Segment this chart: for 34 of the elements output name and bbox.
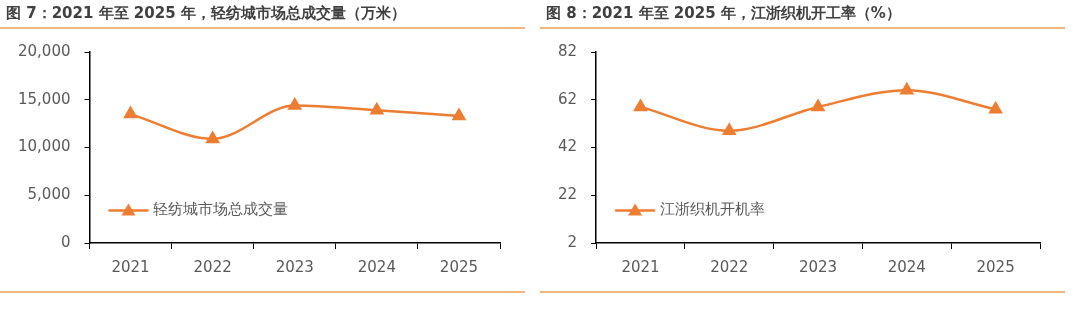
point xyxy=(124,106,137,119)
y-tick-label: 5,000 xyxy=(27,185,71,204)
legend-label: 江浙织机开机率 xyxy=(660,200,766,219)
x-tick-label: 2025 xyxy=(439,257,479,276)
legend-label: 轻纺城市场总成交量 xyxy=(153,200,289,219)
x-tick-label: 2024 xyxy=(887,257,926,276)
x-tick-label: 2024 xyxy=(357,257,396,276)
point xyxy=(900,82,914,95)
x-tick-label: 2021 xyxy=(621,257,660,276)
x-tick-label: 2023 xyxy=(798,257,838,276)
y-tick-label: 0 xyxy=(60,232,71,251)
y-tick-label: 10,000 xyxy=(17,137,71,156)
x-tick-label: 2022 xyxy=(710,257,749,276)
y-tick-label: 20,000 xyxy=(17,41,71,60)
x-tick-label: 2022 xyxy=(193,257,232,276)
point xyxy=(452,108,466,121)
point xyxy=(811,99,825,112)
point xyxy=(288,98,302,110)
chart-title: 图 8：2021 年至 2025 年，江浙织机开工率（%） xyxy=(545,3,902,24)
point xyxy=(206,131,220,144)
point xyxy=(634,99,647,112)
x-tick-label: 2021 xyxy=(111,257,150,276)
chart-title: 图 7：2021 年至 2025 年，轻纺城市场总成交量（万米） xyxy=(5,3,407,24)
y-tick-label: 15,000 xyxy=(17,89,71,108)
y-tick-label: 42 xyxy=(557,137,578,156)
y-tick-label: 82 xyxy=(557,41,578,60)
y-tick-label: 62 xyxy=(557,89,578,108)
point xyxy=(989,102,1003,114)
point xyxy=(722,123,736,136)
y-tick-label: 22 xyxy=(557,185,578,204)
x-tick-label: 2025 xyxy=(976,257,1015,276)
x-tick-label: 2023 xyxy=(275,257,314,276)
y-tick-label: 2 xyxy=(567,232,578,251)
point xyxy=(370,103,384,115)
